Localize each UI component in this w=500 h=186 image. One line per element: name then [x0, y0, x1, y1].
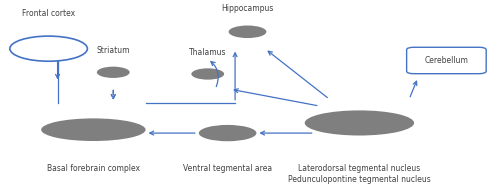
Ellipse shape: [10, 36, 88, 61]
Ellipse shape: [97, 67, 130, 78]
Text: Striatum: Striatum: [96, 46, 130, 55]
Text: Laterodorsal tegmental nucleus
Pedunculopontine tegmental nucleus: Laterodorsal tegmental nucleus Pedunculo…: [288, 164, 431, 184]
Text: Cerebellum: Cerebellum: [424, 56, 469, 65]
Text: Hippocampus: Hippocampus: [222, 4, 274, 13]
FancyBboxPatch shape: [406, 47, 486, 74]
Ellipse shape: [228, 25, 266, 38]
Ellipse shape: [304, 110, 414, 136]
Ellipse shape: [199, 125, 256, 141]
Ellipse shape: [41, 118, 146, 141]
Text: Thalamus: Thalamus: [189, 48, 226, 57]
Text: Frontal cortex: Frontal cortex: [22, 9, 75, 18]
Text: Basal forebrain complex: Basal forebrain complex: [47, 164, 140, 173]
Ellipse shape: [192, 68, 224, 80]
Text: Ventral tegmental area: Ventral tegmental area: [183, 164, 272, 173]
